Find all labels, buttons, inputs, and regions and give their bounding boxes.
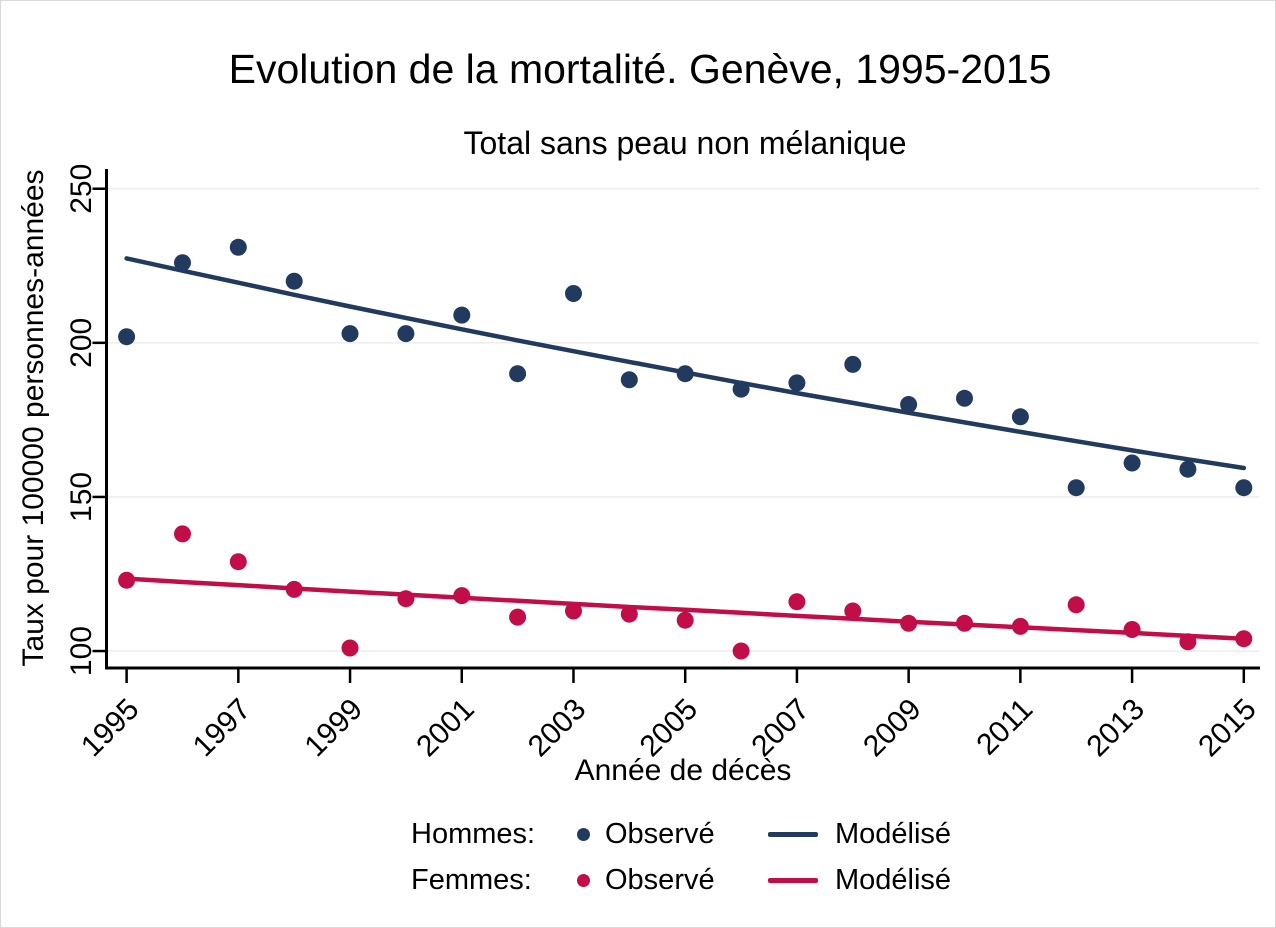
femmes-observe-point xyxy=(565,602,582,620)
femmes-observe-point xyxy=(620,605,638,623)
legend-observed-label-femmes: Observé xyxy=(605,863,715,896)
legend-observed-label-hommes: Observé xyxy=(605,817,715,850)
x-tick-label: 2013 xyxy=(1080,693,1151,764)
hommes-observe-point xyxy=(1123,454,1141,472)
y-tick-label: 100 xyxy=(65,626,98,676)
legend-row-hommes: Hommes: Observé Modélisé xyxy=(411,811,985,857)
hommes-observe-point xyxy=(565,285,582,302)
x-tick-label: 2011 xyxy=(970,693,1039,762)
hommes-observe-point xyxy=(397,325,415,343)
hommes-modeled-line-icon xyxy=(768,831,818,837)
femmes-observe-point xyxy=(956,614,973,632)
femmes-observe-point xyxy=(1011,617,1029,635)
hommes-observe-point xyxy=(341,325,359,343)
mortality-chart: Evolution de la mortalité. Genève, 1995-… xyxy=(17,46,1263,787)
femmes-observe-point xyxy=(509,608,527,626)
x-tick-label: 1995 xyxy=(75,693,146,764)
y-tick-label: 150 xyxy=(65,472,98,522)
y-tick-label: 200 xyxy=(65,318,98,368)
femmes-observe-point xyxy=(900,614,918,632)
y-tick-label: 250 xyxy=(65,164,98,214)
x-tick-label: 1999 xyxy=(298,693,369,764)
hommes-observe-point xyxy=(453,306,471,324)
y-axis-title: Taux pour 100000 personnes-années xyxy=(17,169,50,666)
femmes-observe-point xyxy=(453,587,471,605)
femmes-observe-point xyxy=(1235,630,1253,648)
femmes-observe-point xyxy=(229,553,247,571)
hommes-observe-point xyxy=(1011,408,1029,426)
hommes-observe-point xyxy=(118,328,136,346)
chart-subtitle: Total sans peau non mélanique xyxy=(464,125,907,161)
hommes-observe-point xyxy=(788,374,806,392)
femmes-observe-point xyxy=(732,642,750,660)
hommes-observe-point xyxy=(676,365,694,383)
x-tick-label: 1997 xyxy=(187,693,258,764)
x-tick-label: 2015 xyxy=(1192,693,1263,764)
legend-row-femmes: Femmes: Observé Modélisé xyxy=(411,857,985,903)
hommes-observe-point xyxy=(174,254,191,272)
x-tick-label: 2005 xyxy=(634,693,705,764)
femmes-modelise-line xyxy=(124,576,1247,641)
femmes-observe-point xyxy=(341,639,359,657)
legend-modeled-label-femmes: Modélisé xyxy=(835,863,952,896)
hommes-observe-point xyxy=(732,380,750,398)
femmes-observe-point xyxy=(1179,633,1197,651)
hommes-observed-dot-icon xyxy=(576,827,590,841)
femmes-observe-point xyxy=(1067,596,1085,614)
hommes-modelise-line xyxy=(124,256,1247,471)
hommes-observe-point xyxy=(900,396,918,413)
femmes-observe-point xyxy=(1123,621,1141,638)
x-tick-label: 2007 xyxy=(745,693,816,764)
femmes-observe-point xyxy=(844,602,862,620)
femmes-observe-point xyxy=(174,525,191,543)
x-tick-label: 2001 xyxy=(410,693,481,764)
legend-group-label-hommes: Hommes: xyxy=(411,817,536,850)
x-tick-label: 2003 xyxy=(522,693,593,764)
x-tick-label: 2009 xyxy=(857,693,928,764)
legend-modeled-label-hommes: Modélisé xyxy=(835,817,952,850)
chart-title: Evolution de la mortalité. Genève, 1995-… xyxy=(229,46,1052,92)
femmes-modeled-line-icon xyxy=(768,877,818,883)
hommes-observe-point xyxy=(1235,479,1253,497)
hommes-observe-point xyxy=(1067,479,1085,497)
legend: Hommes: Observé Modélisé Femmes: Observé… xyxy=(1,811,1275,903)
femmes-observe-point xyxy=(397,590,415,608)
femmes-observe-point xyxy=(118,571,136,589)
femmes-observe-point xyxy=(788,593,806,611)
hommes-observe-point xyxy=(956,389,973,407)
hommes-observe-point xyxy=(285,272,303,290)
plot-area: 100 150 200 250 1995 1997 1999 2001 2003 2005 2007… xyxy=(65,164,1263,763)
hommes-observe-point xyxy=(1179,460,1197,478)
femmes-observe-point xyxy=(285,580,303,598)
hommes-observe-point xyxy=(620,371,638,389)
hommes-observe-point xyxy=(229,238,247,256)
femmes-observed-dot-icon xyxy=(576,873,590,887)
hommes-observe-point xyxy=(844,355,862,373)
legend-group-label-femmes: Femmes: xyxy=(411,863,532,896)
x-axis-title: Année de décès xyxy=(575,754,792,787)
hommes-observe-point xyxy=(509,365,527,383)
femmes-observe-point xyxy=(676,611,694,629)
